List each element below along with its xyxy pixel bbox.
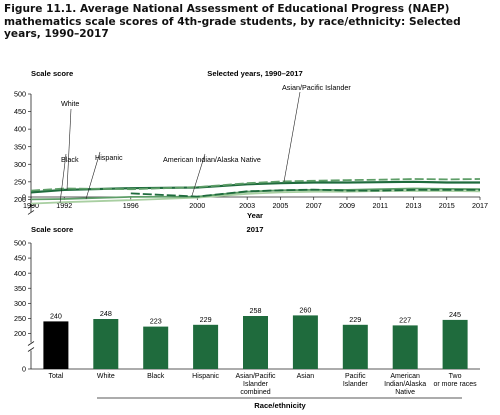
line-chart-x-tick-label: 2017: [472, 201, 488, 210]
line-label-leader-black: [59, 153, 67, 203]
bar-category-label: Black: [147, 373, 165, 380]
line-series-hispanic: [30, 187, 481, 201]
line-series-asian: [30, 178, 481, 192]
bar-value-label: 240: [50, 311, 62, 320]
line-label-hispanic: Hispanic: [95, 153, 123, 162]
line-chart-x-tick-label: 2000: [189, 201, 205, 210]
bar-chart-axis-break: [27, 341, 35, 352]
bar-chart-y-tick-label: 200: [14, 329, 26, 338]
bar-value-label: 260: [299, 305, 311, 314]
bar-chart-ylabel: Scale score: [31, 225, 73, 234]
bar-chart-y-tick-label: 350: [14, 284, 26, 293]
bar-4: [243, 316, 268, 369]
bar-value-label: 248: [100, 309, 112, 318]
line-chart-xlabel: Year: [247, 211, 263, 220]
line-label-leader-asian: [283, 91, 301, 182]
bar-category-label: combined: [240, 389, 270, 396]
bar-chart-y-tick-label: 250: [14, 314, 26, 323]
bar-category-label: Pacific: [345, 373, 366, 380]
line-chart-y-tick-label: 450: [14, 107, 26, 116]
figure-title: Figure 11.1. Average National Assessment…: [4, 3, 461, 41]
bar-chart: Scale score 2017 0 200 250 300 350 400 450 500 240…: [14, 225, 480, 410]
line-label-leader-hispanic: [85, 151, 101, 200]
bar-category-label: Islander: [343, 381, 369, 388]
bar-value-label: 245: [449, 310, 461, 319]
line-chart-y-tick-label: 350: [14, 142, 26, 151]
bar-category-label: Hispanic: [192, 373, 219, 380]
line-label-leader-american_indian: [191, 153, 206, 196]
line-chart-axis-break: [27, 204, 35, 215]
line-chart-x-tick-label: 2009: [339, 201, 355, 210]
line-chart-x-tick-label: 2011: [372, 201, 387, 210]
bar-value-label: 223: [150, 317, 162, 326]
bar-6: [342, 324, 368, 369]
line-series-american_indian: [130, 188, 480, 198]
bar-chart-y-tick-label: 400: [14, 269, 26, 278]
bar-chart-y-tick-label: 450: [14, 254, 26, 263]
line-label-leader-white: [66, 108, 72, 190]
bar-value-label: 229: [200, 315, 212, 324]
bar-value-label: 227: [399, 315, 411, 324]
bar-chart-subtitle: 2017: [247, 225, 264, 234]
line-chart: Scale score Selected years, 1990–20170200…: [14, 69, 488, 220]
line-label-black: Black: [61, 155, 79, 164]
bar-3: [193, 324, 219, 369]
bar-chart-y-tick-label: 500: [14, 239, 26, 248]
bar-8: [442, 319, 468, 369]
bar-5: [292, 315, 318, 369]
line-chart-x-tick-label: 1996: [123, 201, 139, 210]
bar-category-label: Total: [49, 373, 64, 380]
bar-category-label: Asian: [297, 373, 315, 380]
line-chart-x-tick-label: 2003: [239, 201, 255, 210]
line-chart-x-tick-label: 2007: [306, 201, 322, 210]
line-chart-x-tick-label: 2015: [439, 201, 455, 210]
line-chart-subtitle: Selected years, 1990–2017: [207, 69, 302, 78]
bar-chart-y-tick-label: 300: [14, 299, 26, 308]
line-chart-y-tick-label: 0: [22, 193, 26, 202]
bar-category-label: Islander: [243, 381, 269, 388]
bar-category-label: American: [390, 373, 420, 380]
line-chart-x-tick-label: 1992: [56, 201, 72, 210]
bar-category-label: or more races: [433, 381, 477, 388]
bar-category-label: Indian/Alaska: [384, 381, 426, 388]
line-chart-x-tick-label: 1990: [23, 201, 39, 210]
line-chart-x-tick-label: 2013: [405, 201, 421, 210]
bar-chart-xlabel: Race/ethnicity: [254, 401, 306, 410]
bar-value-label: 229: [349, 315, 361, 324]
line-series-black: [30, 190, 481, 205]
bar-category-label: Two: [449, 373, 462, 380]
line-chart-y-tick-label: 400: [14, 125, 26, 134]
bar-0: [43, 321, 69, 369]
line-chart-y-tick-label: 300: [14, 160, 26, 169]
line-chart-x-tick-label: 2005: [272, 201, 288, 210]
line-label-american_indian: American Indian/Alaska Native: [163, 155, 261, 164]
line-chart-y-tick-label: 500: [14, 90, 26, 99]
bar-value-label: 258: [250, 306, 262, 315]
line-chart-ylabel: Scale score: [31, 69, 73, 78]
bar-category-label: White: [97, 373, 115, 380]
line-chart-y-tick-label: 200: [14, 195, 26, 204]
bar-category-label: Asian/Pacific: [235, 373, 276, 380]
bar-7: [392, 325, 418, 369]
bar-1: [93, 319, 119, 369]
line-label-white: White: [61, 99, 79, 108]
bar-category-label: Native: [395, 389, 415, 396]
bar-2: [143, 326, 169, 369]
bar-chart-y-tick-label: 0: [22, 365, 26, 374]
line-chart-y-tick-label: 250: [14, 177, 26, 186]
line-label-asian: Asian/Pacific Islander: [282, 83, 351, 92]
